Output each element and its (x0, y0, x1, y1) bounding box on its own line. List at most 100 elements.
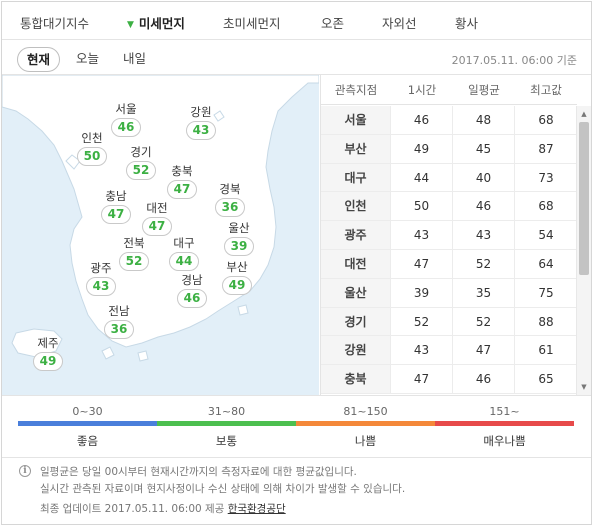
map-marker-daegu[interactable]: 대구 44 (160, 236, 208, 271)
marker-city: 부산 (226, 260, 248, 274)
header-station: 관측지점 (334, 83, 378, 97)
info-icon: i (19, 465, 31, 477)
marker-value: 52 (119, 252, 149, 271)
marker-value: 43 (186, 121, 216, 140)
legend-good: 0~30 좋음 (18, 404, 157, 449)
table-row: 충북 47 46 65 (321, 365, 577, 394)
header-max: 최고값 (530, 83, 562, 97)
tab-fine-dust[interactable]: ▼ 미세먼지 (127, 13, 185, 32)
map-marker-ulsan[interactable]: 울산 39 (215, 221, 263, 256)
table-row: 대구 44 40 73 (321, 163, 577, 193)
marker-city: 충남 (105, 189, 127, 203)
map-marker-chungbuk[interactable]: 충북 47 (158, 164, 206, 199)
marker-city: 강원 (190, 105, 212, 119)
marker-city: 대구 (173, 236, 195, 250)
legend-range: 0~30 (72, 405, 103, 418)
marker-city: 광주 (90, 261, 112, 275)
legend-bar (435, 421, 574, 426)
subtab-now[interactable]: 현재 (17, 47, 61, 72)
legend-bar (18, 421, 157, 426)
legend-range: 151~ (489, 405, 520, 418)
row-max: 68 (538, 113, 554, 127)
table-scrollbar[interactable]: ▲ ▼ (576, 106, 591, 395)
subtab-tomorrow[interactable]: 내일 (123, 51, 147, 66)
table-row: 울산 39 35 75 (321, 278, 577, 308)
row-station: 서울 (321, 106, 391, 134)
marker-value: 39 (224, 237, 254, 256)
row-hour: 47 (391, 365, 453, 393)
map-marker-jeonbuk[interactable]: 전북 52 (110, 236, 158, 271)
marker-value: 36 (215, 198, 245, 217)
map-marker-gyeongbuk[interactable]: 경북 36 (206, 182, 254, 217)
legend-very-bad: 151~ 매우나쁨 (435, 404, 574, 449)
row-avg: 46 (453, 365, 515, 393)
row-avg: 52 (453, 249, 515, 278)
header-daily-avg: 일평균 (468, 83, 500, 97)
category-tabs: 통합대기지수 ▼ 미세먼지 초미세먼지 오존 자외선 황사 (2, 2, 591, 40)
scroll-up-arrow-icon[interactable]: ▲ (581, 110, 587, 118)
row-station: 강원 (321, 336, 391, 365)
row-station: 인천 (321, 192, 391, 221)
row-max: 54 (538, 228, 554, 243)
tab-uv[interactable]: 자외선 (382, 16, 417, 31)
legend-bad: 81~150 나쁨 (296, 404, 435, 449)
table-row: 서울 46 48 68 (321, 106, 577, 135)
row-avg: 46 (453, 192, 515, 221)
row-max: 65 (538, 372, 554, 387)
divider (2, 395, 591, 396)
tab-ozone[interactable]: 오존 (321, 16, 345, 31)
row-hour: 50 (391, 192, 453, 221)
marker-value: 49 (222, 276, 252, 295)
map-marker-gyeonggi[interactable]: 경기 52 (117, 145, 165, 180)
map-marker-seoul[interactable]: 서울 46 (102, 102, 150, 137)
row-avg: 40 (453, 163, 515, 192)
caret-down-icon: ▼ (127, 20, 134, 30)
scroll-down-arrow-icon[interactable]: ▼ (581, 383, 587, 391)
map-marker-gwangju[interactable]: 광주 43 (77, 261, 125, 296)
row-avg: 48 (453, 106, 515, 134)
marker-value: 47 (167, 180, 197, 199)
tab-ultrafine-dust[interactable]: 초미세먼지 (223, 16, 281, 31)
map-marker-jeju[interactable]: 제주 49 (24, 336, 72, 371)
map-marker-gangwon[interactable]: 강원 43 (177, 105, 225, 140)
marker-city: 전남 (108, 304, 130, 318)
subtab-today[interactable]: 오늘 (76, 51, 100, 66)
map-marker-gyeongnam[interactable]: 경남 46 (168, 273, 216, 308)
legend-label: 보통 (215, 434, 238, 448)
row-station: 대구 (321, 163, 391, 192)
map-marker-incheon[interactable]: 인천 50 (68, 131, 116, 166)
row-max: 68 (538, 199, 554, 214)
legend-normal: 31~80 보통 (157, 404, 296, 449)
row-station: 울산 (321, 278, 391, 307)
marker-value: 50 (77, 147, 107, 166)
map-marker-daejeon[interactable]: 대전 47 (133, 201, 181, 236)
map-marker-busan[interactable]: 부산 49 (213, 260, 261, 295)
row-avg: 35 (453, 278, 515, 307)
marker-value: 47 (101, 205, 131, 224)
marker-value: 46 (177, 289, 207, 308)
row-max: 88 (538, 314, 554, 329)
row-station: 부산 (321, 134, 391, 163)
row-hour: 43 (391, 336, 453, 365)
map-marker-chungnam[interactable]: 충남 47 (92, 189, 140, 224)
row-max: 64 (538, 256, 554, 271)
station-table: 관측지점 1시간 일평균 최고값 서울 46 48 68 부산 49 45 87 대구 44 4… (320, 75, 591, 395)
marker-city: 울산 (228, 221, 250, 235)
data-timestamp: 2017.05.11. 06:00 기준 (451, 54, 577, 67)
tab-integrated-air-index[interactable]: 통합대기지수 (20, 16, 90, 31)
table-row: 광주 43 43 54 (321, 221, 577, 250)
scroll-thumb[interactable] (579, 122, 589, 275)
marker-value: 47 (142, 217, 172, 236)
marker-city: 경북 (219, 182, 241, 196)
source-link[interactable]: 한국환경공단 (227, 503, 286, 515)
map-marker-jeonnam[interactable]: 전남 36 (95, 304, 143, 339)
legend-label: 매우나쁨 (483, 434, 526, 448)
tab-fine-dust-label: 미세먼지 (138, 16, 185, 31)
legend-range: 81~150 (343, 405, 388, 418)
marker-city: 경기 (130, 145, 152, 159)
legend-label: 나쁨 (354, 434, 377, 448)
tab-yellow-dust[interactable]: 황사 (455, 16, 479, 31)
row-avg: 52 (453, 307, 515, 336)
marker-value: 49 (33, 352, 63, 371)
